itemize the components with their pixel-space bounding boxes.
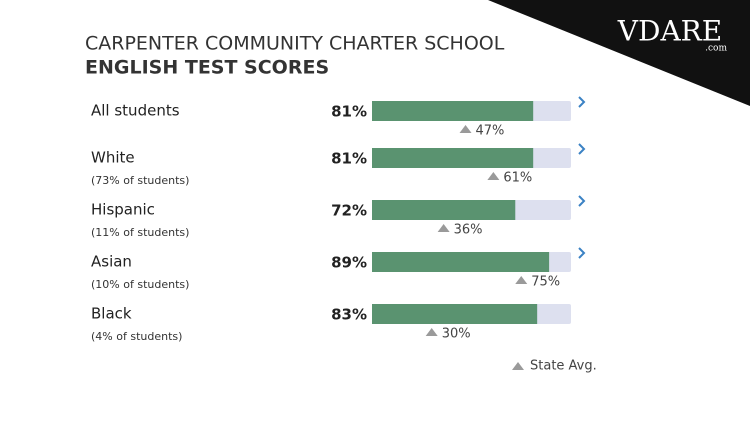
- watermark: VDARE: [617, 15, 722, 48]
- bar: [372, 252, 550, 272]
- category-label: All students: [91, 102, 180, 120]
- chart-title: CARPENTER COMMUNITY CHARTER SCHOOL: [85, 33, 505, 55]
- bar: [372, 304, 538, 324]
- state-avg-label: 61%: [503, 171, 532, 186]
- category-note: (10% of students): [91, 278, 189, 291]
- category-label: Asian: [91, 253, 132, 271]
- state-avg-marker: [459, 125, 472, 133]
- value-label: 81%: [331, 150, 367, 168]
- watermark-sub: .com: [705, 44, 727, 54]
- category-note: (11% of students): [91, 226, 189, 239]
- bar: [372, 148, 534, 168]
- state-avg-marker: [487, 172, 500, 180]
- legend-marker: [512, 362, 524, 370]
- state-avg-label: 47%: [476, 124, 505, 139]
- state-avg-label: 36%: [454, 223, 483, 238]
- category-label: White: [91, 149, 135, 167]
- category-label: Black: [91, 305, 132, 323]
- expand-chevron[interactable]: [578, 143, 586, 155]
- bar: [372, 200, 516, 220]
- state-avg-marker: [515, 276, 528, 284]
- expand-chevron[interactable]: [578, 96, 586, 108]
- category-note: (4% of students): [91, 330, 182, 343]
- expand-chevron[interactable]: [578, 195, 586, 207]
- legend-label: State Avg.: [530, 359, 597, 374]
- value-label: 83%: [331, 306, 367, 324]
- corner-banner: [488, 0, 750, 106]
- expand-chevron[interactable]: [578, 247, 586, 259]
- state-avg-label: 75%: [531, 275, 560, 290]
- category-note: (73% of students): [91, 174, 189, 187]
- bar: [372, 101, 534, 121]
- state-avg-marker: [437, 224, 450, 232]
- value-label: 81%: [331, 103, 367, 121]
- chart-subtitle: ENGLISH TEST SCORES: [85, 57, 329, 79]
- value-label: 72%: [331, 202, 367, 220]
- category-label: Hispanic: [91, 201, 155, 219]
- state-avg-label: 30%: [442, 327, 471, 342]
- value-label: 89%: [331, 254, 367, 272]
- state-avg-marker: [425, 328, 438, 336]
